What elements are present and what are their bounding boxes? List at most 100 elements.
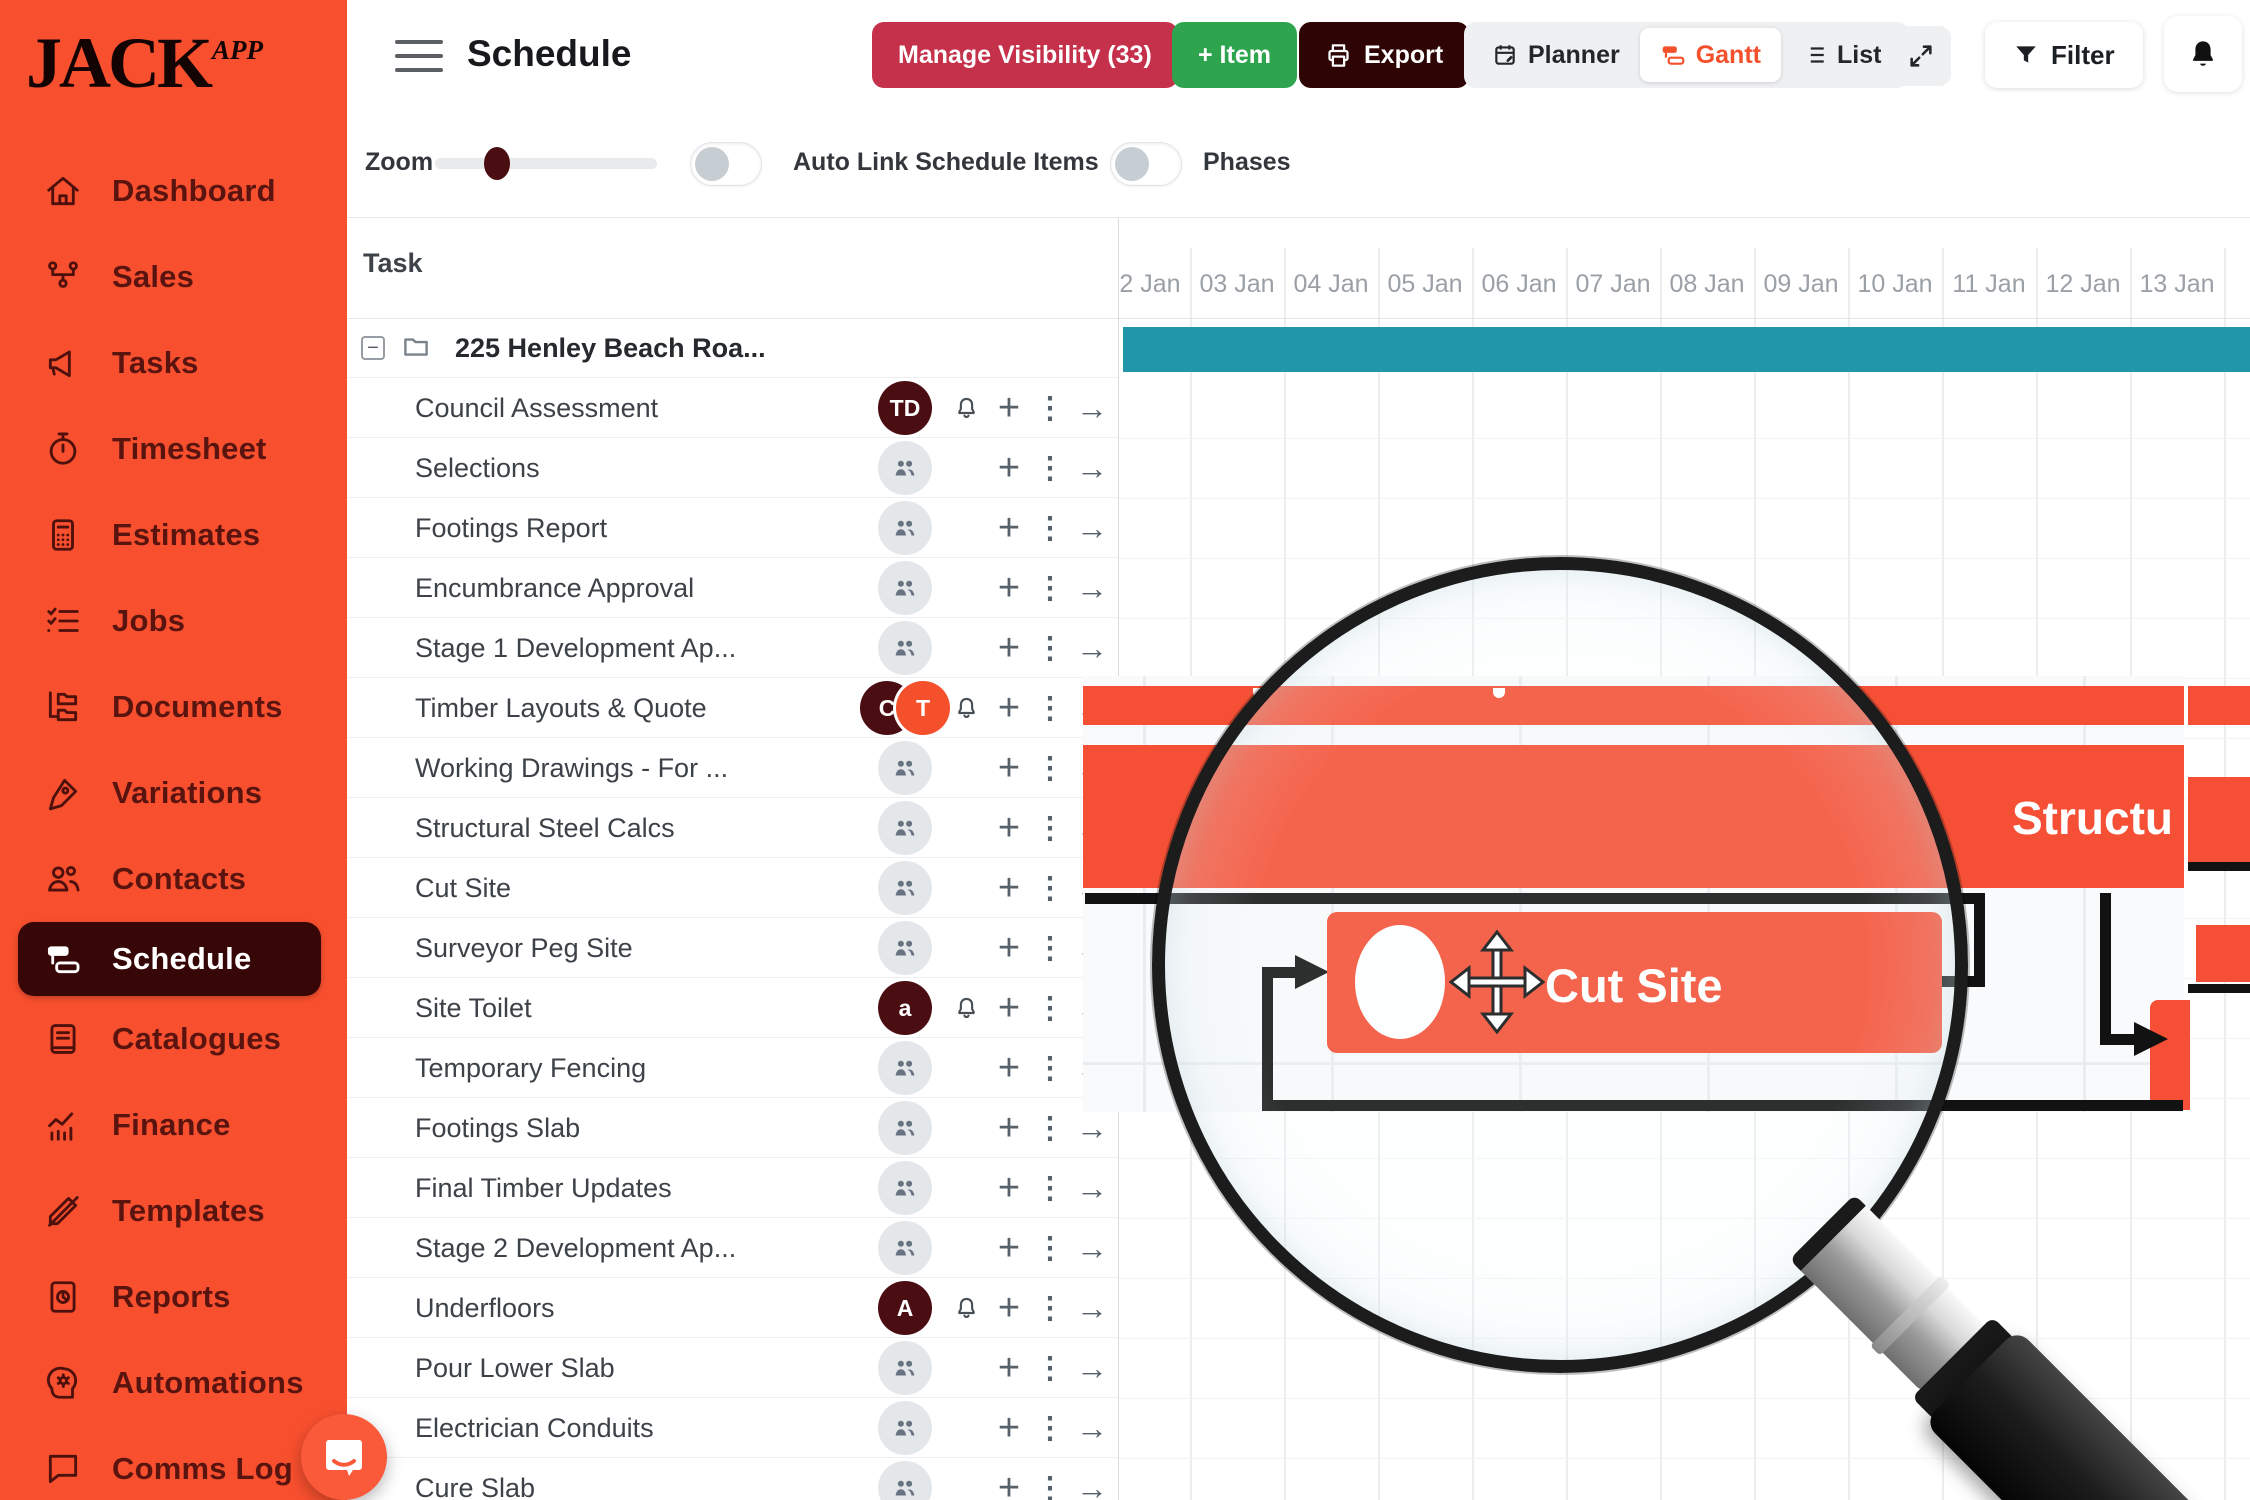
add-subtask-button[interactable]: +	[997, 1106, 1021, 1149]
row-menu-button[interactable]: ⋮	[1035, 631, 1065, 665]
go-to-bar-button[interactable]: →	[1076, 1349, 1108, 1386]
go-to-bar-button[interactable]: →	[1076, 569, 1108, 606]
assignee-group-avatar[interactable]	[878, 1101, 932, 1155]
task-row[interactable]: Surveyor Peg Site + ⋮ →	[347, 918, 1118, 978]
auto-link-toggle[interactable]	[690, 142, 762, 186]
assignee-group-avatar[interactable]	[878, 1041, 932, 1095]
assignee-group-avatar[interactable]	[878, 741, 932, 795]
task-row[interactable]: Temporary Fencing + ⋮ →	[347, 1038, 1118, 1098]
row-menu-button[interactable]: ⋮	[1035, 1351, 1065, 1385]
sidebar-item-automations[interactable]: Automations	[0, 1340, 347, 1426]
task-row[interactable]: Underfloors A + ⋮ →	[347, 1278, 1118, 1338]
zoom-slider[interactable]	[435, 147, 657, 180]
assignee-group-avatar[interactable]	[878, 1221, 932, 1275]
add-subtask-button[interactable]: +	[997, 446, 1021, 489]
sidebar-item-dashboard[interactable]: Dashboard	[0, 148, 347, 234]
row-menu-button[interactable]: ⋮	[1035, 391, 1065, 425]
sidebar-item-jobs[interactable]: Jobs	[0, 578, 347, 664]
assignee-group-avatar[interactable]	[878, 1461, 932, 1500]
fullscreen-button[interactable]	[1891, 26, 1951, 86]
phases-toggle[interactable]	[1110, 142, 1182, 186]
reminder-bell-button[interactable]	[944, 678, 988, 738]
go-to-bar-button[interactable]: →	[1076, 449, 1108, 486]
go-to-bar-button[interactable]: →	[1076, 389, 1108, 426]
sidebar-item-comms-log[interactable]: Comms Log	[0, 1426, 347, 1500]
row-menu-button[interactable]: ⋮	[1035, 811, 1065, 845]
add-subtask-button[interactable]: +	[997, 986, 1021, 1029]
task-row[interactable]: Footings Slab + ⋮ →	[347, 1098, 1118, 1158]
add-subtask-button[interactable]: +	[997, 506, 1021, 549]
add-subtask-button[interactable]: +	[997, 1166, 1021, 1209]
assignee-group-avatar[interactable]	[878, 1161, 932, 1215]
go-to-bar-button[interactable]: →	[1076, 1469, 1108, 1500]
assignee-group-avatar[interactable]	[878, 621, 932, 675]
add-subtask-button[interactable]: +	[997, 1466, 1021, 1500]
collapse-toggle[interactable]: −	[361, 336, 385, 360]
task-row[interactable]: Council Assessment TD + ⋮ →	[347, 378, 1118, 438]
task-row[interactable]: Cut Site + ⋮ →	[347, 858, 1118, 918]
add-subtask-button[interactable]: +	[997, 806, 1021, 849]
task-row[interactable]: Final Timber Updates + ⋮ →	[347, 1158, 1118, 1218]
row-menu-button[interactable]: ⋮	[1035, 1111, 1065, 1145]
sidebar-item-contacts[interactable]: Contacts	[0, 836, 347, 922]
add-subtask-button[interactable]: +	[997, 626, 1021, 669]
go-to-bar-button[interactable]: →	[1076, 1109, 1108, 1146]
task-row[interactable]: Stage 1 Development Ap... + ⋮ →	[347, 618, 1118, 678]
avatar[interactable]: a	[878, 981, 932, 1035]
go-to-bar-button[interactable]: →	[1076, 509, 1108, 546]
row-menu-button[interactable]: ⋮	[1035, 691, 1065, 725]
add-subtask-button[interactable]: +	[997, 1046, 1021, 1089]
go-to-bar-button[interactable]: →	[1076, 1229, 1108, 1266]
add-subtask-button[interactable]: +	[997, 1226, 1021, 1269]
sidebar-item-finance[interactable]: Finance	[0, 1082, 347, 1168]
go-to-bar-button[interactable]: →	[1076, 1289, 1108, 1326]
add-subtask-button[interactable]: +	[997, 686, 1021, 729]
add-subtask-button[interactable]: +	[997, 866, 1021, 909]
tab-gantt[interactable]: Gantt	[1639, 28, 1781, 82]
sidebar-item-estimates[interactable]: Estimates	[0, 492, 347, 578]
assignee-group-avatar[interactable]	[878, 861, 932, 915]
row-menu-button[interactable]: ⋮	[1035, 1051, 1065, 1085]
sidebar-item-variations[interactable]: Variations	[0, 750, 347, 836]
task-row[interactable]: Cure Slab + ⋮ →	[347, 1458, 1118, 1500]
parent-task-row[interactable]: − 225 Henley Beach Roa...	[347, 318, 1118, 378]
go-to-bar-button[interactable]: →	[1076, 1409, 1108, 1446]
go-to-bar-button[interactable]: →	[1076, 629, 1108, 666]
sidebar-item-sales[interactable]: Sales	[0, 234, 347, 320]
sidebar-item-templates[interactable]: Templates	[0, 1168, 347, 1254]
row-menu-button[interactable]: ⋮	[1035, 751, 1065, 785]
sidebar-item-schedule[interactable]: Schedule	[18, 922, 321, 996]
chat-launcher-button[interactable]	[301, 1414, 387, 1500]
sidebar-item-tasks[interactable]: Tasks	[0, 320, 347, 406]
parent-gantt-bar[interactable]	[1123, 327, 2250, 372]
row-menu-button[interactable]: ⋮	[1035, 1411, 1065, 1445]
row-menu-button[interactable]: ⋮	[1035, 511, 1065, 545]
add-subtask-button[interactable]: +	[997, 1346, 1021, 1389]
assignee-group-avatar[interactable]	[878, 801, 932, 855]
task-row[interactable]: Encumbrance Approval + ⋮ →	[347, 558, 1118, 618]
assignee-group-avatar[interactable]	[878, 561, 932, 615]
manage-visibility-button[interactable]: Manage Visibility (33)	[872, 22, 1178, 88]
reminder-bell-button[interactable]	[944, 1278, 988, 1338]
avatar[interactable]: T	[896, 681, 950, 735]
task-row[interactable]: Selections + ⋮ →	[347, 438, 1118, 498]
sidebar-item-catalogues[interactable]: Catalogues	[0, 996, 347, 1082]
tab-planner[interactable]: Planner	[1472, 28, 1640, 82]
add-subtask-button[interactable]: +	[997, 746, 1021, 789]
zoom-slider-knob[interactable]	[484, 147, 511, 180]
row-menu-button[interactable]: ⋮	[1035, 991, 1065, 1025]
row-menu-button[interactable]: ⋮	[1035, 871, 1065, 905]
assignee-group-avatar[interactable]	[878, 921, 932, 975]
row-menu-button[interactable]: ⋮	[1035, 1471, 1065, 1500]
add-subtask-button[interactable]: +	[997, 926, 1021, 969]
task-row[interactable]: Site Toilet a + ⋮ →	[347, 978, 1118, 1038]
add-item-button[interactable]: + Item	[1172, 22, 1297, 88]
add-subtask-button[interactable]: +	[997, 566, 1021, 609]
row-menu-button[interactable]: ⋮	[1035, 1231, 1065, 1265]
task-row[interactable]: Working Drawings - For ... + ⋮ →	[347, 738, 1118, 798]
assignee-group-avatar[interactable]	[878, 501, 932, 555]
add-subtask-button[interactable]: +	[997, 386, 1021, 429]
task-row[interactable]: Stage 2 Development Ap... + ⋮ →	[347, 1218, 1118, 1278]
avatar[interactable]: A	[878, 1281, 932, 1335]
menu-toggle-button[interactable]	[395, 40, 443, 76]
